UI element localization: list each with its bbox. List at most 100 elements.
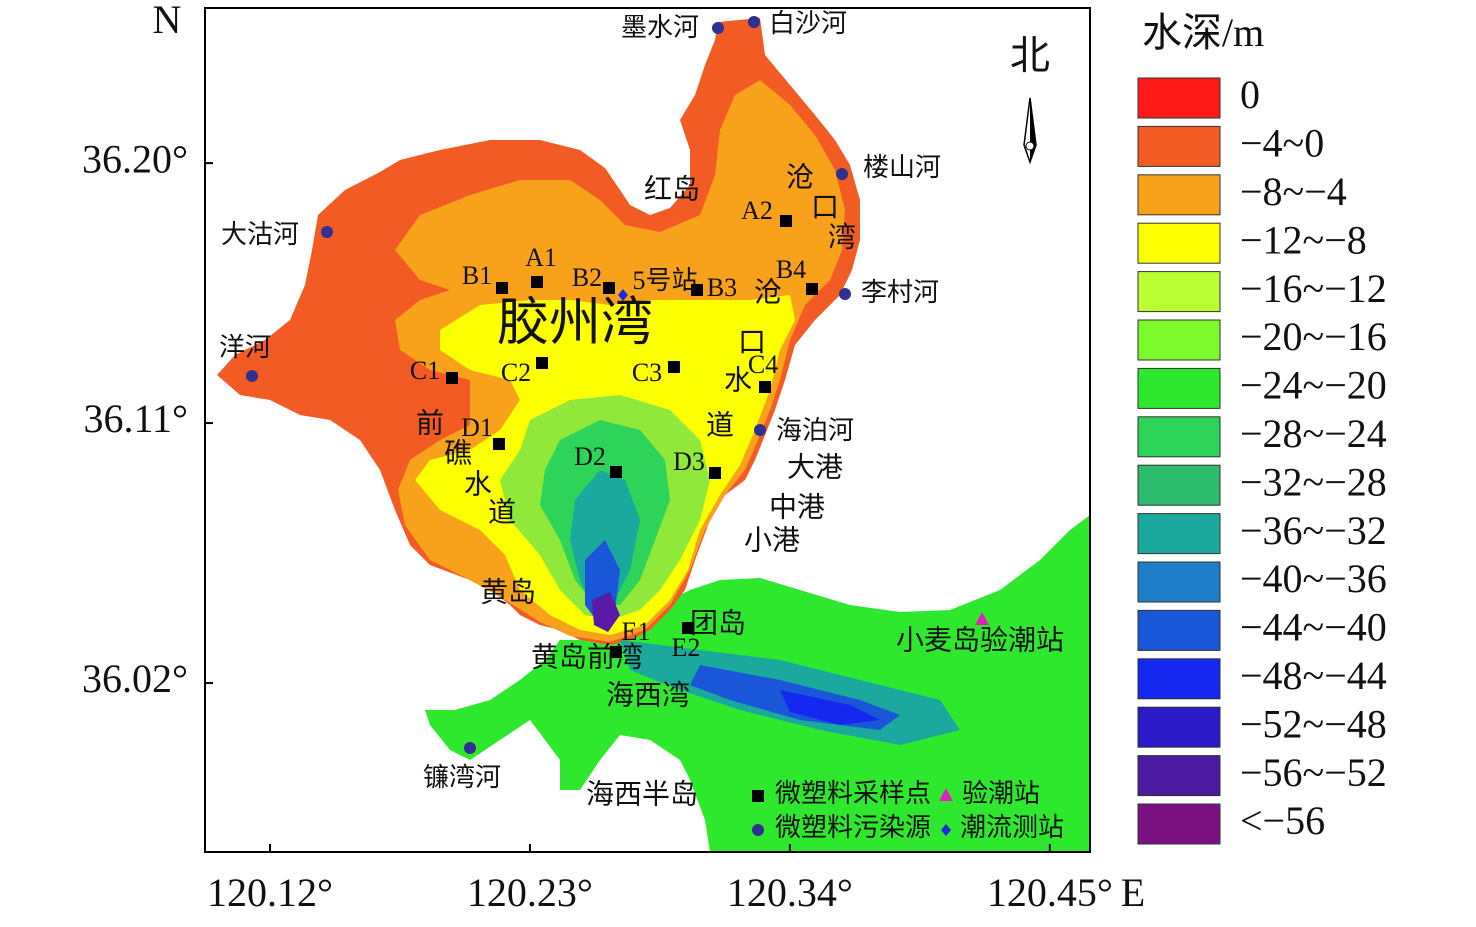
legend-swatch xyxy=(1137,416,1221,458)
pollution-source xyxy=(836,168,848,180)
legend-label: −28~−24 xyxy=(1240,411,1387,456)
y-tick-label: 36.11° xyxy=(83,396,188,441)
legend-label: <−56 xyxy=(1240,798,1325,843)
sampling-label: D2 xyxy=(574,442,606,471)
sampling-point xyxy=(531,276,543,288)
pollution-source xyxy=(246,370,258,382)
compass xyxy=(1023,97,1037,165)
legend-swatch xyxy=(1137,222,1221,264)
x-tick-label: 120.12° xyxy=(207,870,333,915)
sampling-label: A2 xyxy=(741,196,773,225)
channel-char: 湾 xyxy=(828,221,856,253)
sampling-point xyxy=(759,381,771,393)
key-tide-icon xyxy=(939,788,953,801)
river-label: 楼山河 xyxy=(863,153,941,182)
river-label: 洋河 xyxy=(219,333,271,362)
pollution-source xyxy=(712,22,724,34)
sampling-label: C2 xyxy=(501,358,531,387)
sampling-point xyxy=(709,467,721,479)
pollution-source xyxy=(464,742,476,754)
channel-char: 口 xyxy=(738,327,766,358)
pollution-source xyxy=(748,16,760,28)
river-label: 大沽河 xyxy=(221,220,299,249)
channel-char: 沧 xyxy=(754,276,782,308)
sampling-label: E2 xyxy=(672,633,701,662)
key-current-icon xyxy=(941,824,951,836)
key-sampling: 微塑料采样点 xyxy=(775,779,931,808)
river-label: 海泊河 xyxy=(776,416,854,445)
x-tick-label: 120.45° xyxy=(987,870,1113,915)
sampling-point xyxy=(806,283,818,295)
sampling-point xyxy=(493,438,505,450)
legend-title: 水深/m xyxy=(1142,10,1264,55)
legend-swatch xyxy=(1137,561,1221,603)
legend-swatch xyxy=(1137,464,1221,506)
sampling-label: B1 xyxy=(462,261,492,290)
place-label: 团岛 xyxy=(690,607,746,639)
legend-label: −20~−16 xyxy=(1240,314,1387,359)
legend-label: −32~−28 xyxy=(1240,459,1387,504)
channel-char: 沧 xyxy=(786,161,814,193)
legend-swatch xyxy=(1137,658,1221,700)
legend-swatch xyxy=(1137,125,1221,167)
current-station-label: 5号站 xyxy=(632,266,697,295)
sampling-label: B4 xyxy=(776,255,806,284)
map-frame xyxy=(204,7,1091,853)
legend-label: −12~−8 xyxy=(1240,217,1367,262)
legend-label: −8~−4 xyxy=(1240,169,1347,214)
channel-char: 道 xyxy=(706,409,734,441)
current-station xyxy=(618,289,628,301)
place-label: 海西湾 xyxy=(606,679,690,711)
legend-label: −48~−44 xyxy=(1240,653,1387,698)
legend-label: −36~−32 xyxy=(1240,508,1387,553)
key-source: 微塑料污染源 xyxy=(775,813,931,842)
legend-label: −56~−52 xyxy=(1240,750,1387,795)
bay-name: 胶州湾 xyxy=(497,295,653,352)
compass-label: 北 xyxy=(1010,33,1050,78)
depth-zones xyxy=(217,18,1090,852)
legend-label: −52~−48 xyxy=(1240,701,1387,746)
deep-zone xyxy=(592,592,620,632)
sampling-label: B2 xyxy=(572,263,602,292)
sampling-label: C1 xyxy=(410,356,440,385)
channel-char: 前 xyxy=(416,407,444,439)
tide-station-label: 小麦岛验潮站 xyxy=(896,624,1064,656)
key-source-icon xyxy=(752,824,764,836)
place-label: 大港 xyxy=(787,451,843,483)
river-label: 镰湾河 xyxy=(423,763,501,792)
pollution-source xyxy=(754,424,766,436)
sampling-point xyxy=(536,357,548,369)
river-label: 白沙河 xyxy=(769,9,847,38)
legend-swatch xyxy=(1137,803,1221,845)
river-label: 墨水河 xyxy=(621,13,699,42)
legend-swatch xyxy=(1137,271,1221,313)
sampling-label: A1 xyxy=(525,243,557,272)
channel-char: 口 xyxy=(811,192,839,223)
place-label: 中港 xyxy=(769,491,825,523)
legend-swatch xyxy=(1137,609,1221,651)
sampling-point xyxy=(780,215,792,227)
compass-pivot xyxy=(1025,141,1035,151)
sampling-label: C3 xyxy=(632,358,662,387)
legend-swatch xyxy=(1137,513,1221,555)
x-tick-label: 120.34° xyxy=(727,870,853,915)
legend-swatch xyxy=(1137,706,1221,748)
sampling-point xyxy=(610,466,622,478)
sampling-point xyxy=(496,282,508,294)
tide-station xyxy=(975,612,989,625)
legend-swatch xyxy=(1137,174,1221,216)
sea-deep-zone xyxy=(780,690,880,725)
legend-swatch xyxy=(1137,77,1221,119)
legend-swatch xyxy=(1137,755,1221,797)
channel-char: 水 xyxy=(464,468,492,500)
river-label: 李村河 xyxy=(861,278,939,307)
sampling-point xyxy=(446,372,458,384)
legend-label: −16~−12 xyxy=(1240,266,1387,311)
sampling-point xyxy=(668,361,680,373)
x-axis-label: E xyxy=(1121,870,1145,915)
key-tide: 验潮站 xyxy=(962,779,1040,808)
x-tick-label: 120.23° xyxy=(467,870,593,915)
place-label: 黄岛 xyxy=(480,576,536,608)
pollution-source xyxy=(839,288,851,300)
